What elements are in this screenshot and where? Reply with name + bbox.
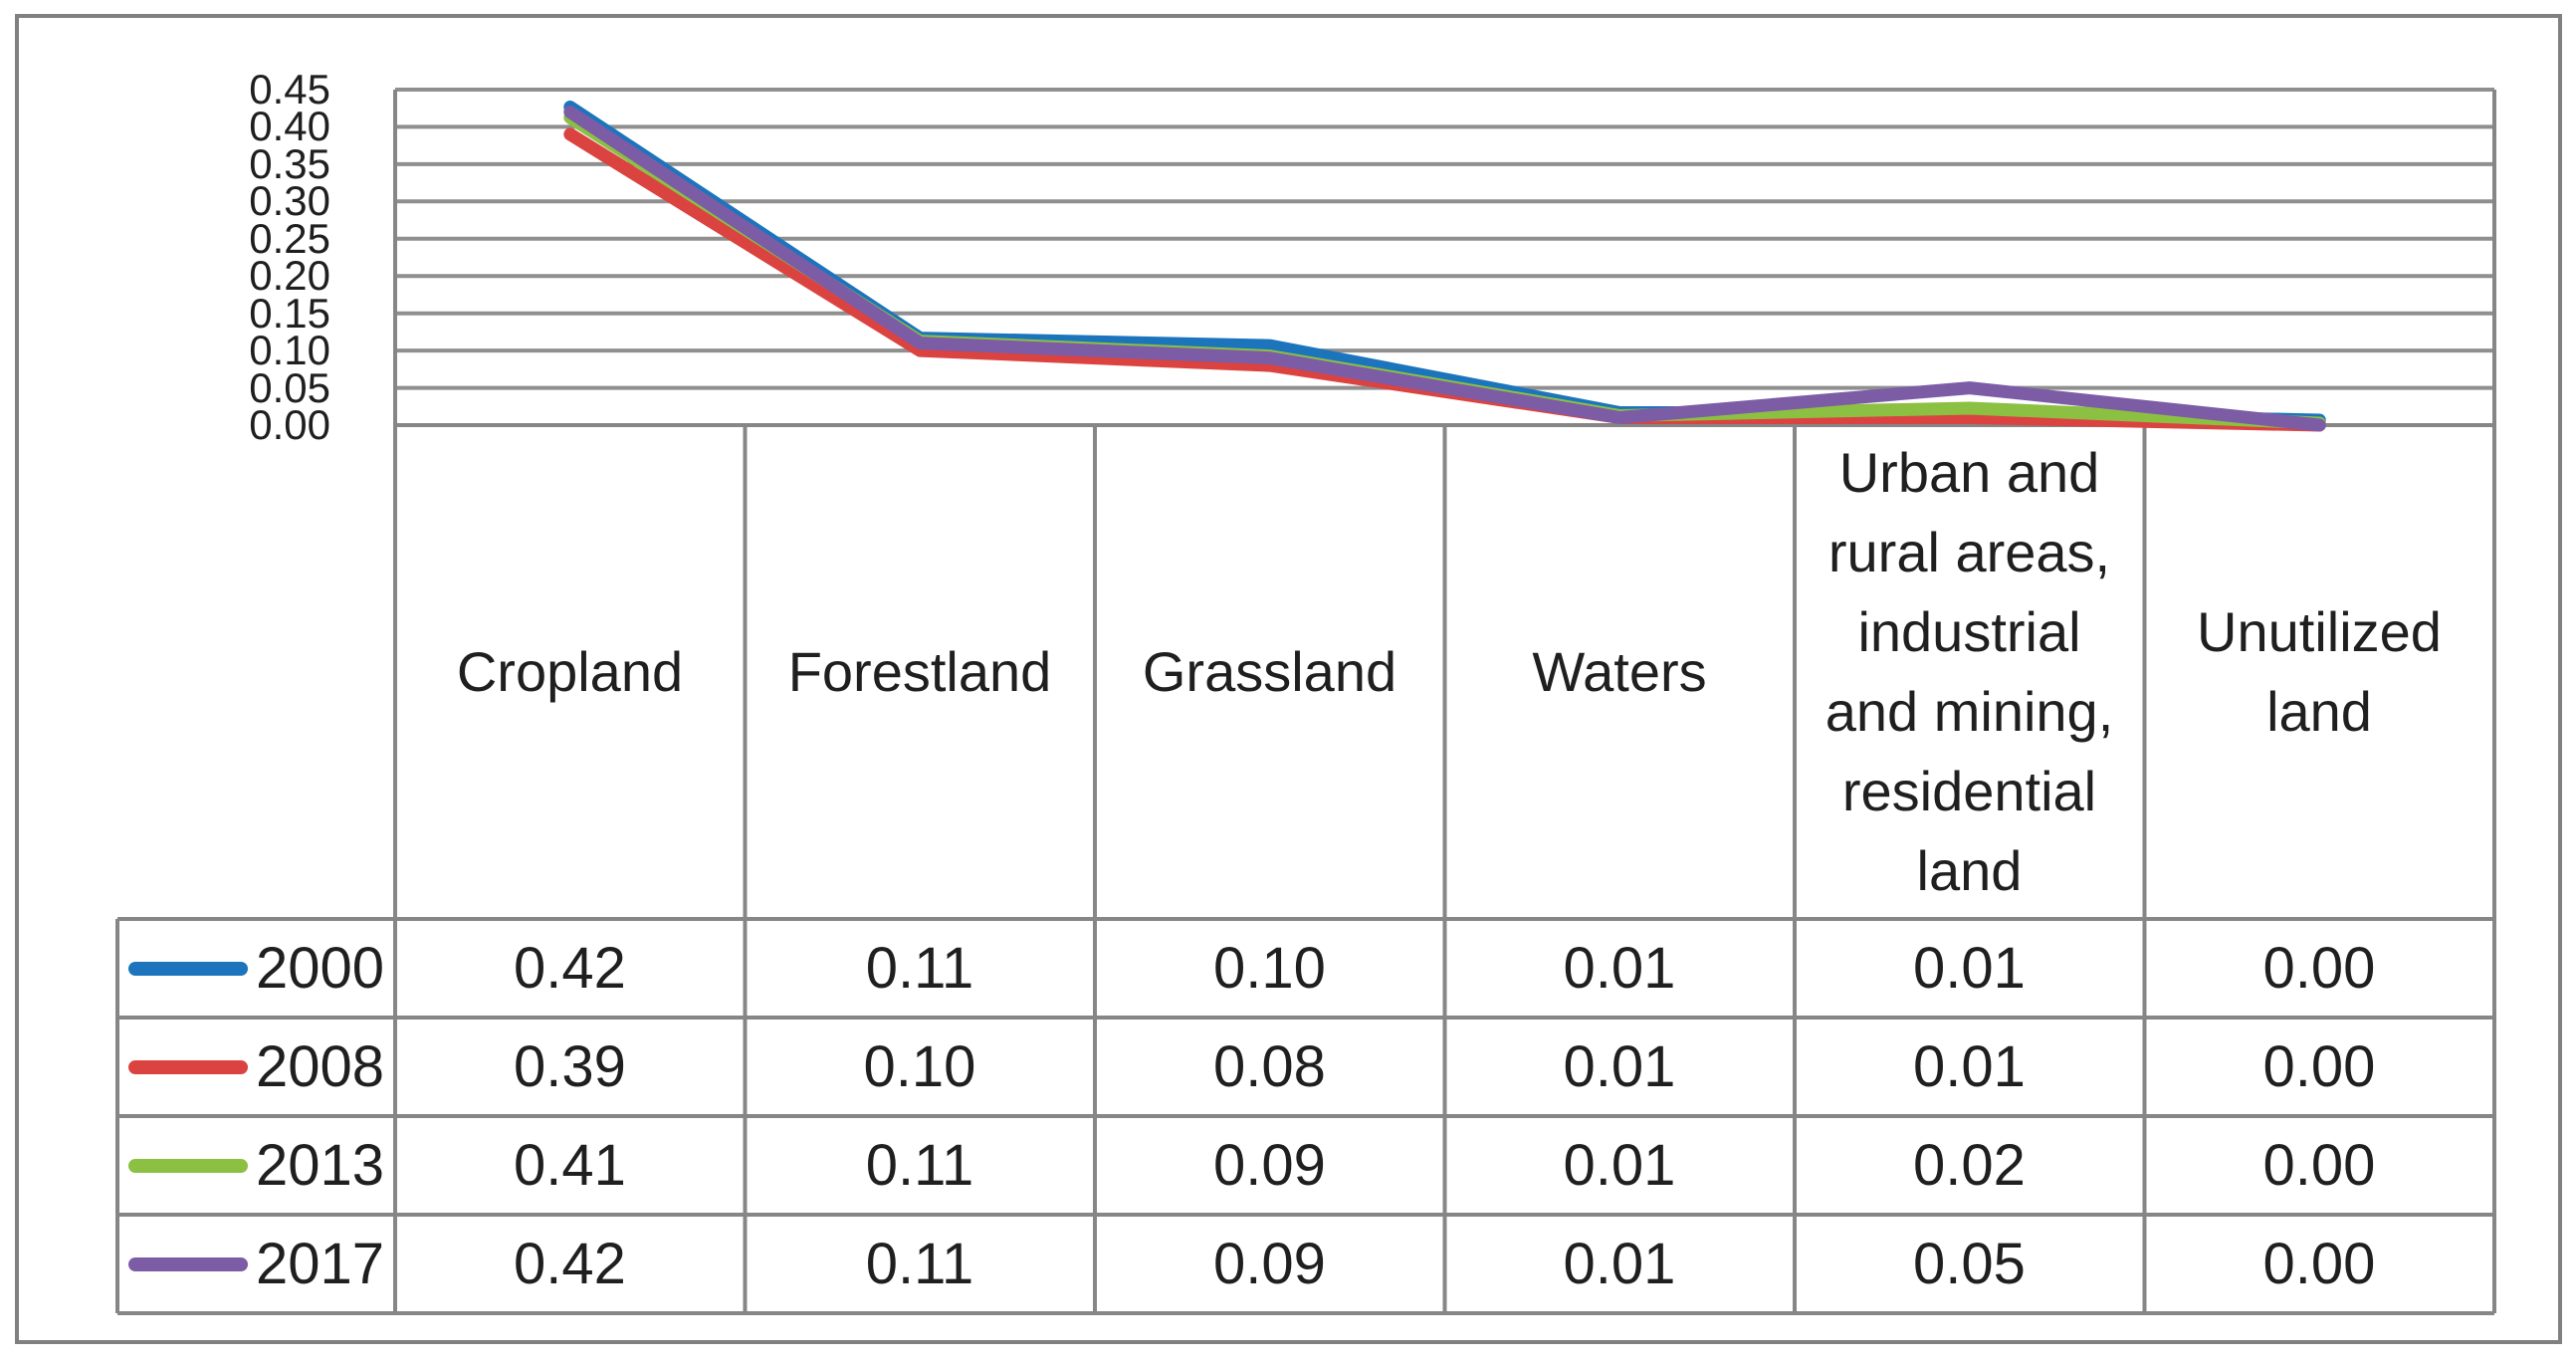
table-cell: 0.10 bbox=[1213, 936, 1326, 1001]
legend-label-2008: 2008 bbox=[255, 1033, 385, 1099]
table-cell: 0.05 bbox=[1913, 1232, 2026, 1296]
legend-row-2000: 2000 bbox=[117, 919, 395, 1018]
table-cell: 0.01 bbox=[1563, 1232, 1676, 1296]
table-cell: 0.01 bbox=[1913, 936, 2026, 1001]
table-cell: 0.42 bbox=[514, 936, 626, 1001]
legend-row-2008: 2008 bbox=[117, 1018, 395, 1116]
table-cell: 0.02 bbox=[1913, 1133, 2026, 1198]
table-cell: 0.09 bbox=[1213, 1232, 1326, 1296]
category-header-cropland: Cropland bbox=[456, 640, 684, 703]
table-cell: 0.01 bbox=[1913, 1034, 2026, 1099]
table-cell: 0.00 bbox=[2262, 1133, 2376, 1198]
legend-line-swatch-2008 bbox=[127, 1059, 248, 1074]
table-cell: 0.01 bbox=[1563, 936, 1676, 1001]
table-cell: 0.39 bbox=[514, 1034, 626, 1099]
y-tick-label: 0.20 bbox=[249, 252, 330, 299]
table-cell: 0.10 bbox=[863, 1034, 976, 1099]
legend-line-swatch-2017 bbox=[127, 1256, 248, 1271]
legend-label-2000: 2000 bbox=[255, 935, 385, 1001]
table-cell: 0.01 bbox=[1563, 1034, 1676, 1099]
category-header-waters: Waters bbox=[1532, 640, 1707, 703]
legend-row-2017: 2017 bbox=[117, 1215, 395, 1313]
category-header-grassland: Grassland bbox=[1142, 640, 1397, 703]
y-tick-label: 0.40 bbox=[249, 103, 330, 149]
legend-line-swatch-2000 bbox=[127, 961, 248, 976]
category-header-unutilized: Unutilized land bbox=[2197, 600, 2442, 743]
y-tick-label: 0.05 bbox=[249, 364, 330, 411]
legend-label-2017: 2017 bbox=[255, 1231, 385, 1296]
gridlines bbox=[395, 88, 2494, 390]
y-tick-label: 0.00 bbox=[249, 401, 330, 448]
table-cell: 0.11 bbox=[865, 936, 974, 1001]
table-cell: 0.00 bbox=[2262, 1034, 2376, 1099]
legend-label-2013: 2013 bbox=[255, 1132, 385, 1198]
legend-line-swatch-2013 bbox=[127, 1158, 248, 1173]
table-cell: 0.11 bbox=[865, 1232, 974, 1296]
table-cell: 0.01 bbox=[1563, 1133, 1676, 1198]
series-line-2000 bbox=[563, 101, 2326, 427]
category-header-urban: Urban and rural areas, industrial and mi… bbox=[1825, 441, 2114, 902]
y-tick-label: 0.10 bbox=[249, 327, 330, 373]
y-tick-label: 0.15 bbox=[249, 290, 330, 337]
outer-border bbox=[15, 14, 2562, 1344]
table-cell: 0.00 bbox=[2262, 1232, 2376, 1296]
series-line-2017 bbox=[563, 106, 2326, 432]
legend-row-2013: 2013 bbox=[117, 1116, 395, 1215]
table-cell: 0.00 bbox=[2262, 936, 2376, 1001]
table-cell: 0.09 bbox=[1213, 1133, 1326, 1198]
table-cell: 0.08 bbox=[1213, 1034, 1326, 1099]
y-tick-label: 0.35 bbox=[249, 140, 330, 187]
table-cell: 0.11 bbox=[865, 1133, 974, 1198]
table-cell: 0.41 bbox=[514, 1133, 626, 1198]
table-cell: 0.42 bbox=[514, 1232, 626, 1296]
y-tick-label: 0.45 bbox=[249, 66, 330, 113]
series-lines bbox=[563, 101, 2326, 432]
y-tick-label: 0.30 bbox=[249, 177, 330, 224]
category-header-forestland: Forestland bbox=[787, 640, 1052, 703]
y-tick-label: 0.25 bbox=[249, 215, 330, 262]
